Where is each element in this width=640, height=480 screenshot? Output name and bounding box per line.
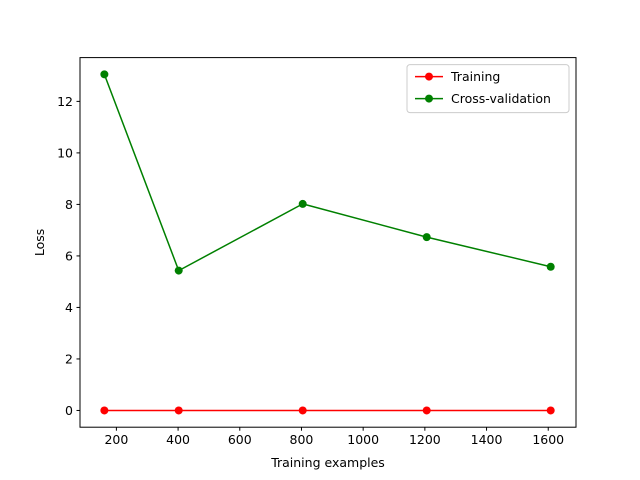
- data-point-training: [100, 406, 109, 415]
- legend-item-cross-validation: Cross-validation: [415, 91, 551, 106]
- data-point-training: [422, 406, 431, 415]
- data-point-training: [546, 406, 555, 415]
- data-point-cross-validation: [298, 199, 307, 208]
- y-axis-label: Loss: [32, 229, 47, 256]
- y-tick-label: 10: [57, 145, 73, 160]
- x-axis-ticks: 200 400 600 800 1000 1200 1400 1600: [104, 427, 564, 447]
- x-tick-label: 1200: [409, 432, 441, 447]
- data-point-cross-validation: [174, 266, 183, 275]
- data-point-cross-validation: [546, 262, 555, 271]
- x-tick-label: 200: [104, 432, 128, 447]
- legend-label: Training: [450, 69, 500, 84]
- series-cross-validation: [100, 70, 555, 275]
- data-point-cross-validation: [422, 233, 431, 242]
- series-training: [100, 406, 555, 415]
- x-tick-label: 400: [166, 432, 190, 447]
- legend-swatch-marker: [425, 94, 433, 103]
- y-axis-ticks: 0 2 4 6 8 10 12: [57, 94, 80, 418]
- x-tick-label: 1000: [347, 432, 379, 447]
- data-point-training: [174, 406, 183, 415]
- legend: Training Cross-validation: [406, 64, 570, 114]
- y-tick-label: 8: [65, 197, 73, 212]
- x-tick-label: 1400: [471, 432, 503, 447]
- x-tick-label: 1600: [532, 432, 564, 447]
- y-tick-label: 0: [65, 403, 73, 418]
- x-tick-label: 600: [228, 432, 252, 447]
- series-layer: [100, 70, 555, 415]
- legend-box: [406, 64, 570, 114]
- y-tick-label: 6: [65, 248, 73, 263]
- y-tick-label: 2: [65, 351, 73, 366]
- y-tick-label: 4: [65, 300, 73, 315]
- x-tick-label: 800: [290, 432, 314, 447]
- legend-swatch-marker: [425, 72, 433, 81]
- legend-item-training: Training: [415, 69, 500, 84]
- y-tick-label: 12: [57, 94, 73, 109]
- legend-label: Cross-validation: [451, 91, 551, 106]
- x-axis-label: Training examples: [270, 455, 385, 470]
- data-point-training: [298, 406, 307, 415]
- data-point-cross-validation: [100, 70, 109, 79]
- plot-frame: [79, 57, 577, 428]
